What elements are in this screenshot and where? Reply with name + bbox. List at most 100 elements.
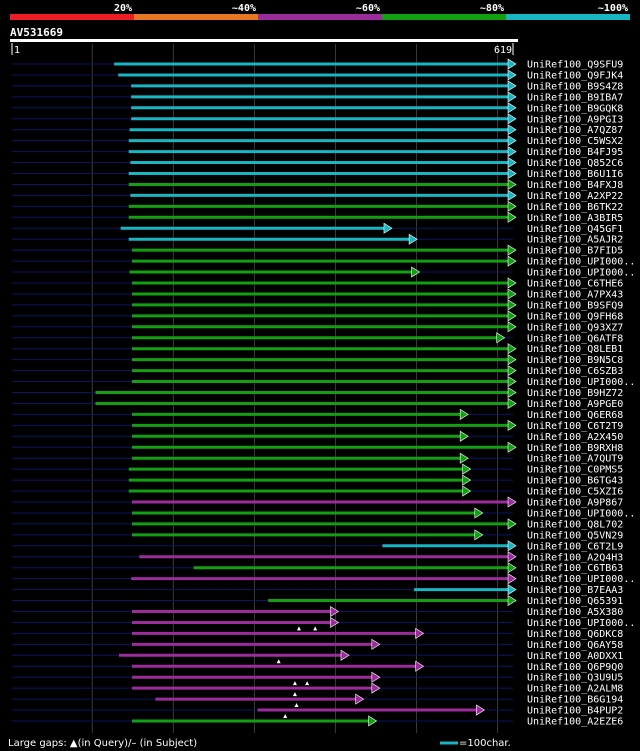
hit-row[interactable]: UniRef100_C0PMS5: [12, 463, 623, 476]
hit-label[interactable]: UniRef100_Q8LEB1: [527, 344, 623, 355]
hit-label[interactable]: UniRef100_Q6AY58: [527, 640, 623, 651]
hit-row[interactable]: UniRef100_A5AJR2: [12, 233, 623, 246]
hit-label[interactable]: UniRef100_B9GQK8: [527, 103, 623, 114]
hit-label[interactable]: UniRef100_B9N5C8: [527, 355, 623, 366]
hit-row[interactable]: UniRef100_Q852C6: [12, 157, 623, 170]
hit-row[interactable]: UniRef100_Q5VN29: [12, 529, 623, 542]
hit-row[interactable]: UniRef100_UPI000..: [12, 616, 635, 629]
hit-label[interactable]: UniRef100_Q45GF1: [527, 224, 623, 235]
hit-label[interactable]: UniRef100_B9RXH8: [527, 443, 623, 454]
hit-row[interactable]: UniRef100_A9PGI3: [12, 113, 623, 126]
hit-row[interactable]: UniRef100_A7PX43: [12, 288, 623, 301]
hit-label[interactable]: UniRef100_Q9SFU9: [527, 60, 623, 71]
hit-row[interactable]: UniRef100_Q6ER68: [12, 408, 623, 421]
hit-row[interactable]: UniRef100_Q93XZ7: [12, 321, 623, 334]
hit-row[interactable]: UniRef100_C5XZI6: [12, 485, 623, 498]
hit-row[interactable]: UniRef100_Q8L702: [12, 518, 623, 531]
hit-row[interactable]: UniRef100_UPI000..: [12, 255, 635, 268]
hit-row[interactable]: UniRef100_C6SZB3: [12, 365, 623, 378]
hit-row[interactable]: UniRef100_Q6ATF8: [12, 332, 623, 345]
hit-row[interactable]: UniRef100_Q45GF1: [12, 222, 623, 235]
hit-row[interactable]: UniRef100_B9IBA7: [12, 91, 623, 104]
hit-label[interactable]: UniRef100_A7QZ87: [527, 125, 623, 136]
hit-label[interactable]: UniRef100_Q6ATF8: [527, 333, 623, 344]
hit-row[interactable]: UniRef100_A3BIR5: [12, 211, 623, 224]
hit-row[interactable]: UniRef100_A9P867: [12, 496, 623, 509]
hit-row[interactable]: UniRef100_Q6AY58: [12, 638, 623, 651]
hit-label[interactable]: UniRef100_A5AJR2: [527, 235, 623, 246]
hit-row[interactable]: UniRef100_B9S4Z8: [12, 80, 623, 93]
hit-row[interactable]: UniRef100_B9SFQ9: [12, 299, 623, 312]
hit-label[interactable]: UniRef100_C0PMS5: [527, 465, 623, 476]
hit-label[interactable]: UniRef100_C6TB63: [527, 563, 623, 574]
hit-label[interactable]: UniRef100_UPI000..: [527, 377, 635, 388]
hit-label[interactable]: UniRef100_A2XP22: [527, 191, 623, 202]
hit-row[interactable]: UniRef100_Q65391: [12, 595, 623, 608]
hit-label[interactable]: UniRef100_A5X380: [527, 607, 623, 618]
hit-row[interactable]: UniRef100_Q3U9U5: [12, 671, 623, 684]
hit-row[interactable]: UniRef100_A2X450: [12, 430, 623, 443]
hit-label[interactable]: UniRef100_B7EAA3: [527, 585, 623, 596]
hit-label[interactable]: UniRef100_B9IBA7: [527, 92, 623, 103]
hit-row[interactable]: UniRef100_B4FJ95: [12, 146, 623, 159]
hit-label[interactable]: UniRef100_B9S4Z8: [527, 81, 623, 92]
hit-label[interactable]: UniRef100_A7PX43: [527, 289, 623, 300]
hit-row[interactable]: UniRef100_C6THE6: [12, 277, 623, 290]
hit-label[interactable]: UniRef100_UPI000..: [527, 268, 635, 279]
hit-label[interactable]: UniRef100_Q65391: [527, 596, 623, 607]
hit-row[interactable]: UniRef100_UPI000..: [12, 266, 635, 279]
hit-row[interactable]: UniRef100_Q6P9Q0: [12, 660, 623, 673]
hit-row[interactable]: UniRef100_B7EAA3: [12, 584, 623, 597]
hit-label[interactable]: UniRef100_Q6DKC8: [527, 629, 623, 640]
hit-row[interactable]: UniRef100_A0DXX1: [12, 649, 623, 662]
hit-label[interactable]: UniRef100_B9SFQ9: [527, 300, 623, 311]
hit-label[interactable]: UniRef100_Q3U9U5: [527, 673, 623, 684]
hit-label[interactable]: UniRef100_Q6P9Q0: [527, 662, 623, 673]
hit-row[interactable]: UniRef100_A2ALM8: [12, 682, 623, 695]
hit-label[interactable]: UniRef100_UPI000..: [527, 257, 635, 268]
hit-row[interactable]: UniRef100_Q9SFU9: [12, 58, 623, 71]
hit-label[interactable]: UniRef100_UPI000..: [527, 618, 635, 629]
hit-label[interactable]: UniRef100_Q8L702: [527, 519, 623, 530]
hit-label[interactable]: UniRef100_A2ALM8: [527, 684, 623, 695]
hit-row[interactable]: UniRef100_B9N5C8: [12, 354, 623, 367]
hit-row[interactable]: UniRef100_B6TK22: [12, 200, 623, 213]
hit-row[interactable]: UniRef100_A7QUT9: [12, 452, 623, 465]
hit-label[interactable]: UniRef100_B6U1I6: [527, 169, 623, 180]
hit-label[interactable]: UniRef100_C5XZI6: [527, 487, 623, 498]
hit-label[interactable]: UniRef100_A9PGE0: [527, 399, 623, 410]
hit-label[interactable]: UniRef100_C6T2T9: [527, 421, 623, 432]
hit-label[interactable]: UniRef100_C6THE6: [527, 279, 623, 290]
hit-row[interactable]: UniRef100_C6T2L9: [12, 540, 623, 553]
hit-label[interactable]: UniRef100_Q5VN29: [527, 530, 623, 541]
hit-label[interactable]: UniRef100_C6T2L9: [527, 541, 623, 552]
hit-label[interactable]: UniRef100_B6TG43: [527, 476, 623, 487]
hit-label[interactable]: UniRef100_A2X450: [527, 432, 623, 443]
hit-row[interactable]: UniRef100_B6G194: [12, 693, 623, 706]
hit-row[interactable]: UniRef100_B6U1I6: [12, 167, 623, 181]
hit-row[interactable]: UniRef100_C6T2T9: [12, 419, 623, 432]
hit-row[interactable]: UniRef100_A7QZ87: [12, 124, 623, 137]
hit-label[interactable]: UniRef100_B4FXJ8: [527, 180, 623, 191]
hit-label[interactable]: UniRef100_Q9FJK4: [527, 70, 623, 81]
hit-label[interactable]: UniRef100_A3BIR5: [527, 213, 623, 224]
hit-label[interactable]: UniRef100_B4PUP2: [527, 706, 623, 717]
hit-row[interactable]: UniRef100_Q6DKC8: [12, 627, 623, 640]
hit-label[interactable]: UniRef100_A9P867: [527, 498, 623, 509]
hit-label[interactable]: UniRef100_A0DXX1: [527, 651, 623, 662]
hit-row[interactable]: UniRef100_UPI000..: [12, 573, 635, 586]
hit-row[interactable]: UniRef100_C6TB63: [12, 562, 623, 575]
hit-row[interactable]: UniRef100_A9PGE0: [12, 397, 623, 410]
hit-row[interactable]: UniRef100_B4PUP2: [12, 704, 623, 717]
hit-row[interactable]: UniRef100_A5X380: [12, 605, 623, 619]
hit-label[interactable]: UniRef100_Q9FH68: [527, 311, 623, 322]
hit-row[interactable]: UniRef100_B9GQK8: [12, 102, 623, 115]
hit-label[interactable]: UniRef100_UPI000..: [527, 574, 635, 585]
hit-label[interactable]: UniRef100_UPI000..: [527, 508, 635, 519]
hit-row[interactable]: UniRef100_UPI000..: [12, 507, 635, 520]
hit-label[interactable]: UniRef100_C6SZB3: [527, 366, 623, 377]
hit-row[interactable]: UniRef100_UPI000..: [12, 376, 635, 389]
hit-label[interactable]: UniRef100_Q852C6: [527, 158, 623, 169]
hit-row[interactable]: UniRef100_B9HZ72: [12, 386, 623, 400]
hit-row[interactable]: UniRef100_C5WSX2: [12, 135, 623, 148]
